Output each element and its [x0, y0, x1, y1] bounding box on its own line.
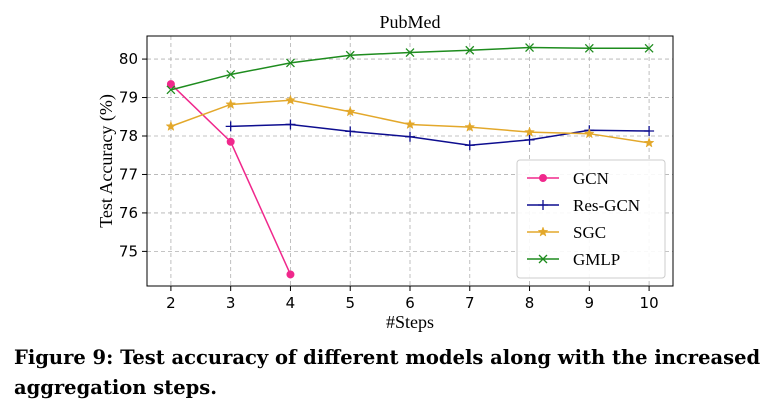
x-tick-label: 3	[226, 294, 236, 312]
y-tick-label: 76	[119, 204, 138, 222]
series-sgc	[165, 94, 655, 148]
y-tick-label: 77	[119, 165, 138, 183]
x-axis-label: #Steps	[386, 312, 434, 332]
data-point-res-gcn	[345, 126, 356, 137]
y-tick-label: 80	[119, 50, 138, 68]
legend-box	[516, 159, 666, 279]
data-point-res-gcn	[405, 131, 415, 142]
y-tick-label: 75	[119, 242, 138, 260]
data-point-gcn	[166, 80, 175, 89]
figure-caption: Figure 9: Test accuracy of different mod…	[14, 346, 761, 399]
x-tick-label: 4	[286, 294, 296, 312]
data-point-res-gcn	[225, 121, 236, 132]
data-point-res-gcn	[464, 140, 475, 151]
data-point-gmlp	[465, 45, 475, 55]
data-point-gmlp	[405, 48, 415, 57]
data-point-sgc	[225, 98, 237, 110]
data-point-gmlp	[166, 85, 176, 95]
data-point-sgc	[464, 121, 476, 132]
legend: GCN Res-GCN SGC GMLP	[516, 159, 666, 279]
series-gcn	[166, 80, 295, 279]
data-point-res-gcn	[285, 119, 296, 130]
data-point-gcn	[226, 137, 235, 146]
y-tick-label: 79	[119, 89, 138, 107]
series-gmlp	[166, 43, 654, 95]
legend-marker-res-gcn	[538, 200, 548, 210]
data-point-sgc	[285, 94, 296, 105]
data-point-gmlp	[584, 43, 594, 53]
data-point-sgc	[583, 127, 595, 139]
x-tick-label: 2	[166, 294, 176, 312]
data-point-res-gcn	[524, 134, 535, 145]
x-tick-label: 8	[525, 294, 535, 312]
data-point-gmlp	[644, 43, 654, 53]
data-point-gmlp	[345, 50, 355, 60]
data-point-gmlp	[525, 43, 535, 52]
y-axis-label: Test Accuracy (%)	[96, 94, 117, 228]
data-point-gcn	[286, 270, 295, 279]
data-point-sgc	[643, 137, 655, 148]
legend-label-gcn: GCN	[573, 169, 609, 188]
legend-marker-gmlp	[538, 254, 548, 264]
data-point-sgc	[404, 118, 416, 130]
data-point-gmlp	[226, 70, 236, 79]
x-tick-label: 5	[345, 294, 355, 312]
data-point-gmlp	[285, 58, 295, 68]
legend-label-gmlp: GMLP	[573, 250, 620, 269]
x-tick-label: 9	[585, 294, 595, 312]
legend-marker-sgc	[537, 226, 549, 237]
chart-title: PubMed	[379, 12, 440, 32]
x-tick-label: 10	[640, 294, 659, 312]
data-point-sgc	[165, 120, 177, 132]
data-point-res-gcn	[644, 126, 655, 136]
series-layer	[165, 43, 655, 279]
data-point-sgc	[524, 126, 535, 137]
chart: 2 3 4 5 6 7 8 9 10 75 76 77 78 79 80 PubMed #Steps Tes…	[96, 12, 674, 332]
legend-label-res-gcn: Res-GCN	[573, 196, 640, 215]
x-tick-label: 7	[465, 294, 475, 312]
data-point-sgc	[344, 106, 356, 117]
legend-marker-gcn	[539, 174, 547, 182]
x-tick-label: 6	[405, 294, 415, 312]
y-tick-label: 78	[119, 127, 138, 145]
legend-label-sgc: SGC	[573, 223, 606, 242]
series-line-res-gcn	[230, 123, 650, 146]
